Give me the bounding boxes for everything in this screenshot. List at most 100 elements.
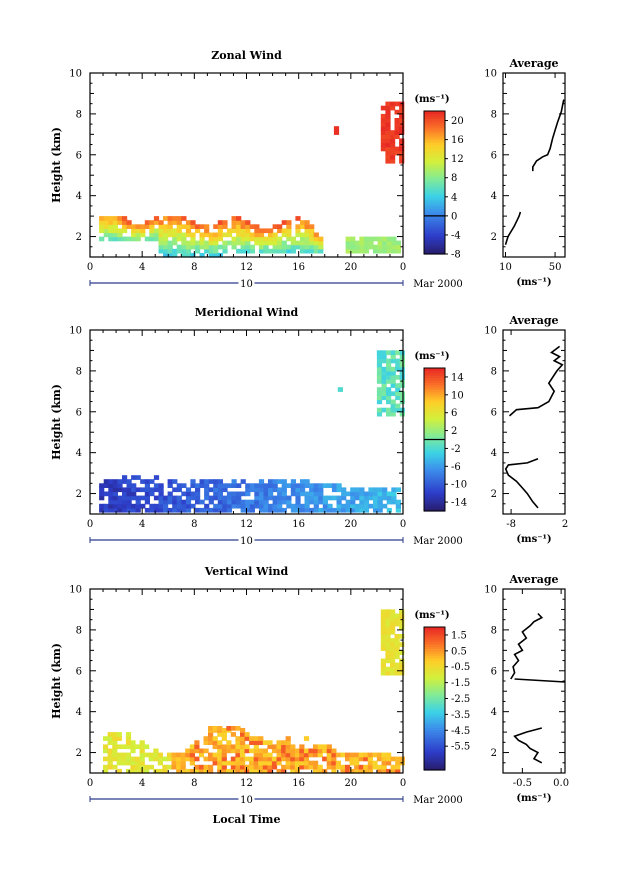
heat-cell: [163, 248, 169, 254]
heat-cell: [203, 756, 209, 762]
heat-cell: [390, 609, 396, 615]
heat-cell: [240, 224, 246, 229]
heat-cell: [263, 487, 269, 493]
heat-cell: [139, 740, 145, 745]
heat-cell: [385, 634, 391, 639]
heat-cell: [135, 487, 141, 493]
heat-cell: [359, 503, 365, 509]
heat-cell: [304, 503, 310, 509]
heat-cell: [268, 503, 274, 509]
heat-cell: [144, 491, 150, 497]
heat-cell: [158, 487, 164, 493]
colorbar-band: [424, 232, 445, 236]
colorbar-band: [424, 139, 445, 143]
heat-cell: [336, 495, 342, 501]
heat-cell: [108, 483, 114, 488]
heat-cell: [382, 487, 388, 493]
heat-cell: [217, 495, 223, 501]
heat-cell: [244, 768, 250, 774]
heat-cell: [99, 216, 105, 221]
heat-cell: [300, 232, 306, 238]
heat-cell: [290, 748, 296, 754]
heat-cell: [140, 232, 146, 238]
heat-cell: [349, 760, 355, 766]
heat-cell: [126, 491, 132, 497]
heat-cell: [163, 216, 169, 221]
heat-cell: [108, 495, 114, 501]
heat-cell: [313, 240, 319, 246]
heat-cell: [285, 760, 291, 766]
heat-cell: [380, 142, 386, 148]
profile-y-tick-label: 10: [484, 326, 497, 337]
heat-cell: [126, 503, 132, 509]
heat-cell: [139, 756, 145, 762]
heat-cell: [258, 244, 265, 250]
colorbar-tick-label: -0.5: [451, 662, 470, 673]
heat-cell: [394, 617, 400, 623]
heat-cell: [281, 244, 287, 250]
heat-cell: [376, 768, 383, 774]
heat-cell: [373, 487, 379, 493]
heat-cell: [286, 224, 292, 229]
y-tick-label: 6: [76, 407, 82, 418]
x-tick-label: 20: [344, 519, 357, 530]
heat-cell: [258, 236, 265, 242]
heat-cell: [198, 764, 205, 770]
colorbar-tick-label: 10: [451, 390, 464, 401]
heat-cell: [221, 744, 227, 750]
profile-y-tick-label: 6: [491, 407, 497, 418]
heat-cell: [395, 387, 401, 392]
heat-cell: [309, 491, 315, 497]
heat-cell: [399, 146, 405, 152]
heat-cell: [253, 744, 259, 750]
heat-cell: [295, 499, 301, 505]
x-tick-label: 12: [240, 778, 253, 789]
heat-cell: [245, 499, 251, 505]
heat-cell: [217, 748, 223, 754]
profile-y-tick-label: 4: [491, 191, 497, 202]
heat-cell: [208, 732, 214, 737]
heat-cell: [359, 240, 365, 246]
heat-cell: [130, 760, 136, 766]
heat-cell: [190, 236, 196, 242]
colorbar-band: [424, 638, 445, 642]
heat-cell: [181, 216, 187, 221]
heat-cell: [212, 752, 218, 758]
heat-cell: [367, 768, 373, 774]
heat-cell: [231, 244, 237, 250]
date-bar: 10 Mar 2000: [89, 793, 463, 806]
heat-cell: [294, 760, 300, 766]
heat-cell: [236, 495, 242, 501]
heat-cell: [153, 487, 160, 493]
colorbar-band: [424, 655, 445, 659]
heat-cell: [190, 240, 196, 246]
colorbar-band: [424, 415, 445, 419]
heat-cell: [235, 736, 241, 741]
panel-title: Zonal Wind: [211, 49, 282, 62]
heat-cell: [125, 768, 132, 774]
heat-cell: [363, 507, 370, 513]
heat-cell: [377, 507, 383, 513]
colorbar-band: [424, 420, 445, 424]
heat-cell: [176, 768, 182, 774]
colorbar-band: [424, 627, 445, 630]
heat-cell: [230, 764, 236, 770]
heat-cell: [263, 499, 269, 505]
heat-cell: [277, 479, 283, 484]
heat-cell: [304, 491, 310, 497]
heat-cell: [380, 138, 386, 144]
heat-cell: [318, 495, 324, 501]
heat-cell: [108, 499, 114, 505]
heat-cell: [304, 236, 310, 242]
heat-cell: [363, 236, 370, 242]
colorbar-band: [424, 422, 445, 426]
heat-cell: [189, 752, 195, 758]
heat-cell: [162, 756, 168, 762]
heat-cell: [372, 752, 378, 758]
heat-cell: [231, 503, 237, 509]
heat-cell: [235, 744, 241, 750]
heat-cell: [212, 736, 218, 741]
heat-cell: [254, 499, 260, 505]
heat-cell: [281, 756, 287, 762]
heat-cell: [117, 228, 123, 234]
